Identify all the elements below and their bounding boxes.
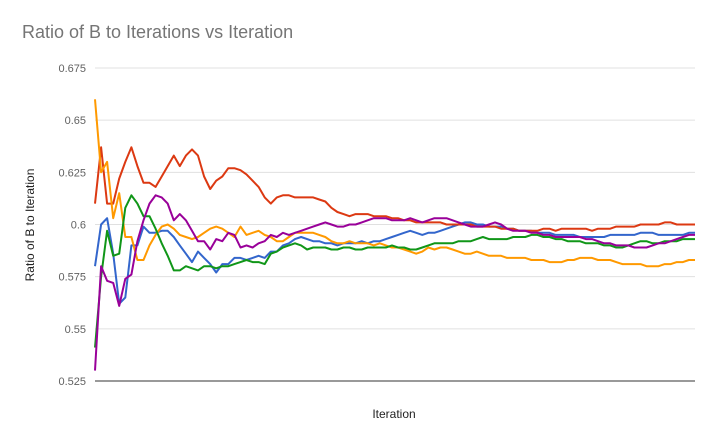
x-axis-label: Iteration [372,407,415,421]
y-tick-label: 0.675 [58,63,86,75]
series-lines [94,99,695,371]
y-tick-label: 0.65 [65,115,86,127]
y-tick-label: 0.55 [65,324,86,336]
series-line-5 [94,194,695,371]
y-tick-label: 0.575 [58,272,86,284]
series-line-3 [94,99,695,268]
y-tick-label: 0.625 [58,167,86,179]
series-line-4 [94,194,695,348]
grid-lines [95,67,695,382]
y-axis-label: Ratio of B to Iteration [23,169,37,282]
y-tick-labels: 0.525 0.55 0.575 0.6 0.625 0.65 0.675 [58,63,86,388]
chart-title: Ratio of B to Iterations vs Iteration [22,22,294,42]
series-line-2 [94,146,695,232]
y-tick-label: 0.6 [71,220,86,232]
series-line-1 [94,217,695,305]
y-tick-label: 0.525 [58,376,86,388]
